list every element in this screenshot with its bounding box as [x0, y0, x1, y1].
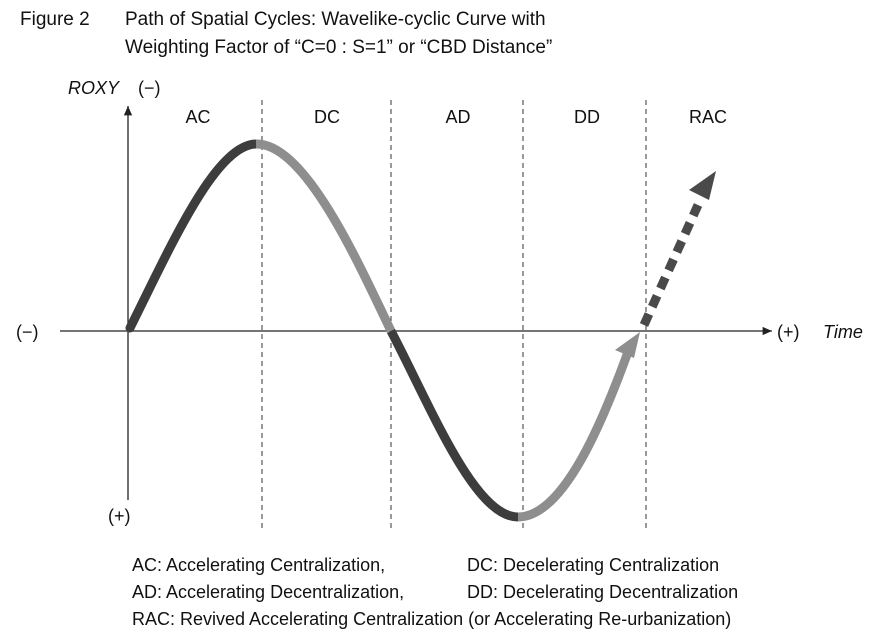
- figure-title-line2: Weighting Factor of “C=0 : S=1” or “CBD …: [125, 37, 553, 58]
- curve-ad-segment: [387, 328, 519, 522]
- phase-label-dc: DC: [314, 107, 340, 127]
- legend-row1-right: DC: Decelerating Centralization: [467, 555, 720, 575]
- x-axis-label: Time: [823, 322, 863, 342]
- y-axis-bottom-sign: (+): [108, 506, 131, 526]
- legend-row3: RAC: Revived Accelerating Centralization…: [132, 609, 732, 629]
- phase-label-dd: DD: [574, 107, 600, 127]
- curve-dd-segment: [517, 350, 633, 522]
- legend-row1-left: AC: Accelerating Centralization,: [132, 555, 386, 575]
- x-axis-left-sign: (−): [16, 322, 39, 342]
- legend-row2-right: DD: Decelerating Decentralization: [467, 582, 739, 602]
- phase-label-rac: RAC: [689, 107, 727, 127]
- phase-label-ad: AD: [445, 107, 470, 127]
- y-axis-top-sign: (−): [138, 78, 161, 98]
- x-axis-right-sign: (+): [777, 322, 800, 342]
- rac-dashed-arrow: [639, 203, 703, 327]
- y-axis-label: ROXY: [68, 78, 121, 98]
- figure-title-line1: Path of Spatial Cycles: Wavelike-cyclic …: [125, 9, 546, 30]
- dd-arrowhead: [615, 332, 640, 358]
- figure-number: Figure 2: [20, 9, 90, 30]
- rac-arrowhead: [689, 171, 716, 200]
- curve-ac-segment: [125, 139, 261, 333]
- phase-label-ac: AC: [185, 107, 210, 127]
- curve-dc-segment: [255, 139, 396, 333]
- legend-row2-left: AD: Accelerating Decentralization,: [132, 582, 405, 602]
- figure-caption-line1: Figure 2 Path of Spatial Cycles: Wavelike…: [20, 8, 546, 32]
